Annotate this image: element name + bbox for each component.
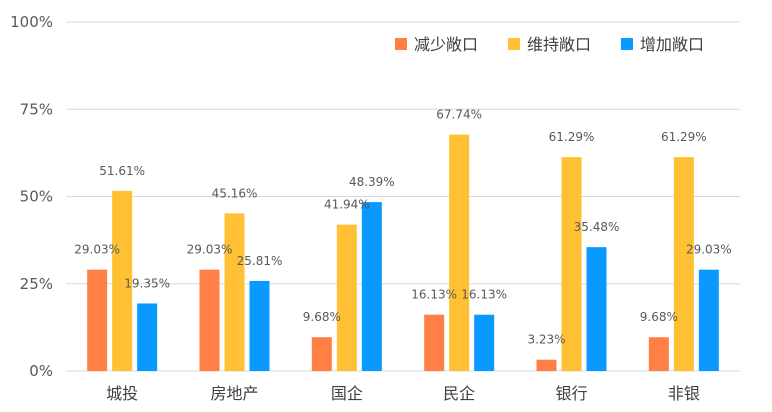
- x-category-label: 非银: [668, 384, 700, 403]
- x-category-label: 国企: [331, 384, 363, 403]
- bars: [87, 134, 719, 371]
- legend-label: 增加敞口: [640, 35, 704, 54]
- data-label: 41.94%: [324, 198, 370, 212]
- y-tick-label: 0%: [29, 362, 53, 380]
- data-label: 29.03%: [74, 243, 120, 257]
- x-axis-categories: 城投 房地产 国企 民企 银行 非银: [106, 384, 700, 403]
- x-category-label: 银行: [555, 384, 587, 403]
- legend-swatch: [395, 38, 407, 50]
- bar: [673, 157, 694, 371]
- bar: [361, 202, 382, 371]
- bar: [199, 269, 220, 371]
- data-label: 67.74%: [436, 108, 482, 122]
- y-tick-label: 25%: [20, 275, 53, 293]
- y-axis-ticks: 0% 25% 50% 75% 100%: [10, 13, 53, 380]
- bar: [224, 213, 245, 371]
- bar: [424, 314, 445, 371]
- data-label: 3.23%: [527, 333, 565, 347]
- bar: [249, 280, 270, 371]
- bar: [311, 337, 332, 371]
- bar: [449, 134, 470, 371]
- data-label: 16.13%: [411, 288, 457, 302]
- bar: [112, 190, 133, 371]
- data-label: 9.68%: [640, 310, 678, 324]
- legend-swatch: [621, 38, 633, 50]
- bar: [87, 269, 108, 371]
- data-label: 61.29%: [549, 130, 595, 144]
- x-category-label: 民企: [443, 384, 475, 403]
- bar: [586, 247, 607, 371]
- bar: [137, 303, 158, 371]
- bar: [474, 314, 495, 371]
- data-label: 19.35%: [124, 276, 170, 290]
- legend-label: 减少敞口: [414, 35, 478, 54]
- data-label: 9.68%: [303, 310, 341, 324]
- bar: [336, 224, 357, 371]
- data-label: 16.13%: [461, 288, 507, 302]
- data-label: 48.39%: [349, 175, 395, 189]
- y-tick-label: 50%: [20, 188, 53, 206]
- y-tick-label: 100%: [10, 13, 53, 31]
- bar: [698, 269, 719, 371]
- legend-label: 维持敞口: [527, 35, 591, 54]
- legend: 减少敞口 维持敞口 增加敞口: [395, 35, 704, 54]
- data-label: 29.03%: [187, 243, 233, 257]
- x-category-label: 房地产: [210, 384, 258, 403]
- x-category-label: 城投: [106, 384, 138, 403]
- data-label: 25.81%: [237, 254, 283, 268]
- bar: [648, 337, 669, 371]
- data-label: 35.48%: [574, 220, 620, 234]
- data-label: 29.03%: [686, 243, 732, 257]
- gridlines: [66, 21, 740, 372]
- y-tick-label: 75%: [20, 100, 53, 118]
- data-label: 45.16%: [212, 186, 258, 200]
- bar: [536, 359, 557, 371]
- data-label: 51.61%: [99, 164, 145, 178]
- data-labels: 29.03% 51.61% 19.35% 29.03% 45.16% 25.81% 9.68…: [74, 108, 731, 347]
- legend-swatch: [508, 38, 520, 50]
- bar: [561, 157, 582, 371]
- data-label: 61.29%: [661, 130, 707, 144]
